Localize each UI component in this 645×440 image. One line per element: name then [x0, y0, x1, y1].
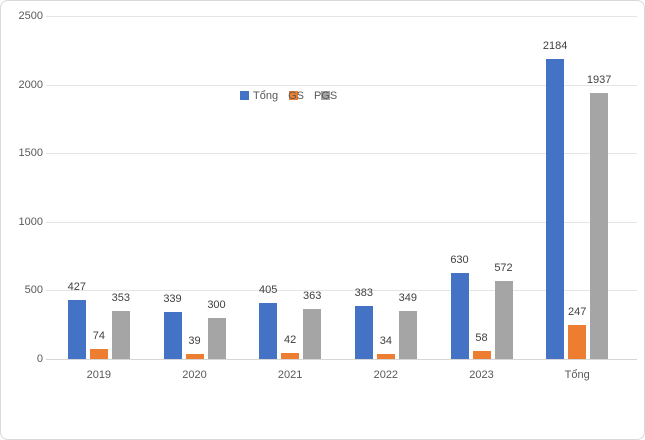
- y-tick-label: 1500: [18, 147, 43, 160]
- legend-marker-icon: [289, 91, 299, 100]
- x-tick-label: Tổng: [564, 369, 590, 381]
- y-tick-label: 1000: [18, 215, 43, 228]
- bar-Tổng-2021: [259, 303, 278, 359]
- gridline: [46, 153, 637, 155]
- data-label-PGS-2019: 353: [111, 291, 130, 304]
- bar-PGS-2023: [494, 280, 513, 359]
- legend-item-Tổng: Tổng: [240, 89, 278, 102]
- data-label-GS-2021: 42: [284, 334, 297, 347]
- bar-Tổng-2020: [163, 312, 182, 359]
- x-tick-label: 2022: [373, 369, 399, 381]
- bar-GS-2019: [89, 348, 108, 359]
- bar-PGS-2022: [398, 311, 417, 359]
- bar-GS-2021: [281, 353, 300, 359]
- data-label-PGS-2021: 363: [302, 290, 322, 303]
- data-label-PGS-2023: 572: [494, 261, 513, 274]
- bar-Tổng-2023: [450, 272, 469, 359]
- x-tick-label: 2020: [182, 369, 207, 381]
- legend-item-GS: GS: [288, 89, 304, 102]
- legend-marker-icon: [320, 91, 330, 100]
- data-label-Tổng-2020: 339: [163, 293, 182, 306]
- data-label-Tổng-Tổng: 2184: [542, 40, 568, 53]
- bar-GS-2022: [376, 354, 395, 359]
- y-tick-label: 0: [36, 353, 43, 365]
- data-label-Tổng-2023: 630: [450, 253, 469, 266]
- data-label-GS-2022: 34: [379, 335, 392, 348]
- gridline: [46, 16, 637, 17]
- bar-PGS-2020: [207, 317, 226, 359]
- bar-PGS-2019: [111, 310, 130, 359]
- data-label-Tổng-2019: 427: [67, 281, 86, 294]
- bar-GS-2020: [185, 353, 204, 359]
- gridline: [46, 221, 637, 223]
- gridline: [46, 84, 637, 86]
- data-label-PGS-Tổng: 1937: [586, 74, 612, 87]
- x-axis-line: [46, 359, 637, 360]
- legend-item-PGS: PGS: [314, 89, 337, 102]
- data-label-Tổng-2021: 405: [258, 284, 278, 297]
- bar-Tổng-2019: [67, 300, 86, 359]
- bar-PGS-Tổng: [590, 93, 609, 359]
- legend-label: Tổng: [253, 89, 279, 102]
- data-label-Tổng-2022: 383: [354, 287, 373, 300]
- legend-label: PGS: [313, 89, 338, 102]
- data-label-GS-2020: 39: [188, 334, 201, 347]
- y-tick-label: 2500: [18, 10, 43, 22]
- y-tick-label: 500: [24, 284, 43, 297]
- bar-PGS-2021: [303, 309, 322, 359]
- bar-Tổng-2022: [354, 306, 373, 359]
- data-label-PGS-2022: 349: [398, 292, 417, 305]
- data-label-PGS-2020: 300: [207, 298, 226, 311]
- data-label-GS-2019: 74: [92, 329, 105, 342]
- bar-GS-2023: [472, 351, 491, 359]
- legend-marker-icon: [240, 91, 249, 100]
- x-tick-label: 2021: [277, 369, 303, 381]
- gridline: [46, 290, 637, 292]
- data-label-GS-2023: 58: [475, 332, 488, 345]
- x-tick-label: 2023: [469, 369, 494, 381]
- data-label-GS-Tổng: 247: [567, 306, 587, 319]
- bar-Tổng-Tổng: [546, 59, 565, 359]
- chart-legend: Tổng GS PGS: [240, 89, 337, 102]
- legend-label: GS: [288, 89, 304, 102]
- y-tick-label: 2000: [18, 78, 43, 91]
- bar-GS-Tổng: [568, 325, 587, 359]
- x-tick-label: 2019: [86, 369, 112, 381]
